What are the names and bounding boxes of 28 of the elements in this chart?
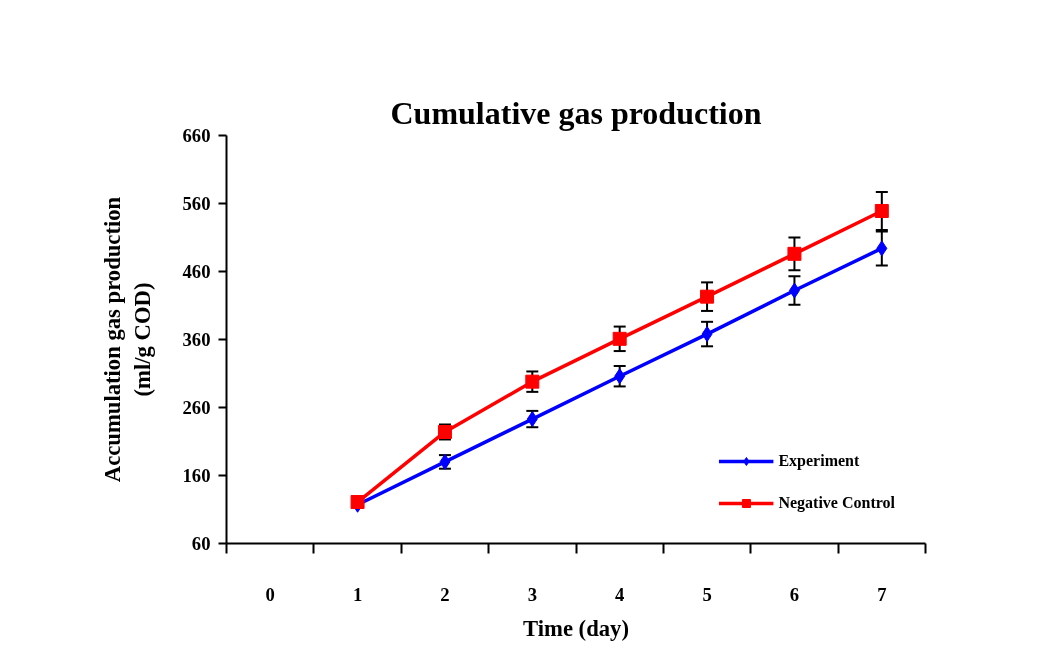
x-tick-label: 1 <box>352 583 363 605</box>
y-tick-label: 60 <box>191 533 211 554</box>
y-tick-label: 260 <box>182 397 211 418</box>
x-tick-label: 4 <box>615 583 625 605</box>
y-tick-label: 560 <box>182 193 211 214</box>
x-tick-label: 7 <box>877 583 887 605</box>
x-tick-label: 0 <box>265 583 275 605</box>
x-tick-label: 6 <box>789 583 800 605</box>
legend-label: Experiment <box>778 452 860 470</box>
x-tick-label: 3 <box>527 583 537 605</box>
y-tick-label: 360 <box>182 329 211 350</box>
x-tick-label: 2 <box>440 583 450 605</box>
point <box>788 282 800 299</box>
point <box>525 374 540 389</box>
point <box>874 203 889 218</box>
point <box>612 331 627 346</box>
point <box>701 326 713 343</box>
point <box>787 246 802 261</box>
y-tick-label: 660 <box>182 125 211 146</box>
x-tick-label: 5 <box>702 583 712 605</box>
x-axis-title: Time (day) <box>523 615 629 641</box>
y-tick-label: 460 <box>182 261 211 282</box>
legend-label: Negative Control <box>778 494 895 512</box>
y-tick-label: 160 <box>182 465 211 486</box>
y-axis-title: Accumulation gas production (ml/g COD) <box>99 196 155 483</box>
chart-title: Cumulative gas production <box>390 94 762 131</box>
point <box>700 289 715 304</box>
point <box>876 240 888 257</box>
